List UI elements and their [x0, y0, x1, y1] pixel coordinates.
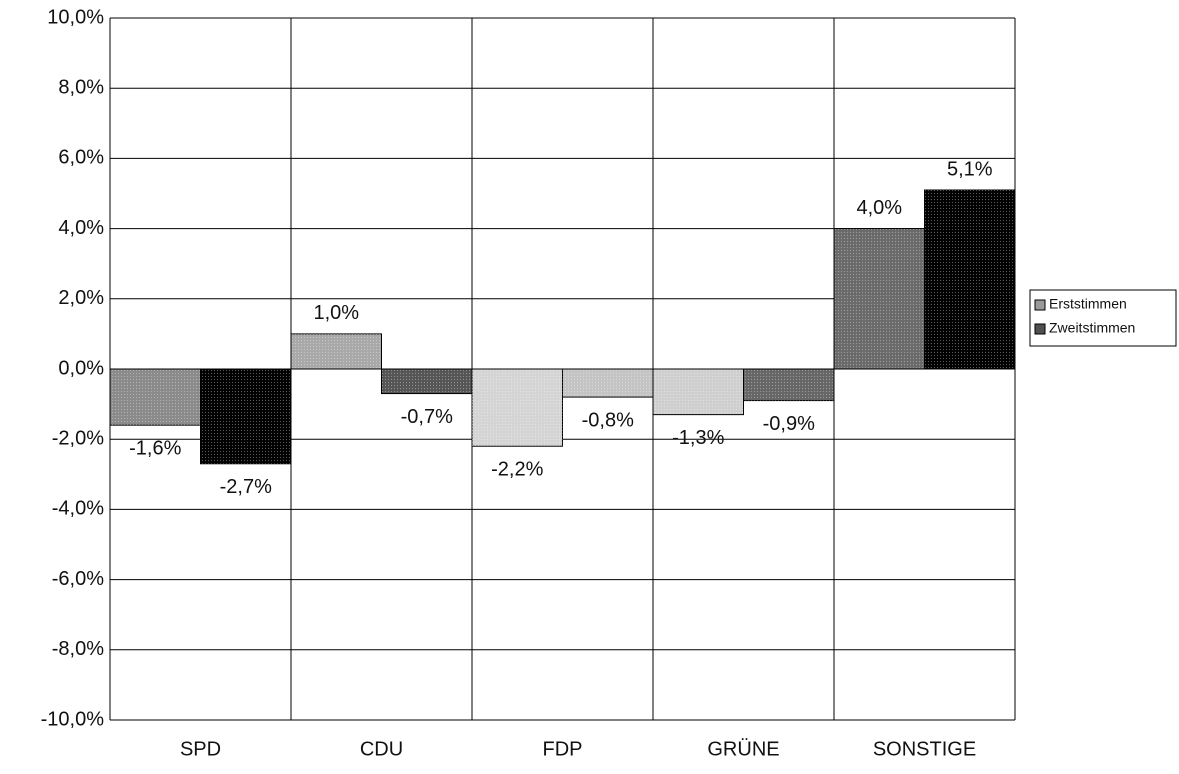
data-label: -1,6% [129, 437, 181, 459]
x-tick-label: GRÜNE [707, 738, 779, 760]
y-tick-label: 10,0% [47, 6, 104, 28]
legend-swatch [1034, 299, 1046, 311]
bar-texture [472, 369, 563, 447]
bar-texture [291, 333, 382, 369]
x-tick-label: CDU [360, 738, 403, 760]
bar-texture [924, 189, 1015, 369]
y-tick-label: 6,0% [58, 147, 104, 169]
legend-label: Erststimmen [1049, 296, 1127, 312]
y-tick-label: 4,0% [58, 217, 104, 239]
y-tick-label: -8,0% [52, 638, 104, 660]
x-tick-label: SPD [180, 738, 221, 760]
y-tick-label: -4,0% [52, 498, 104, 520]
bar-texture [562, 369, 653, 398]
bar-texture [834, 228, 925, 369]
x-tick-label: FDP [543, 738, 583, 760]
y-tick-label: -10,0% [41, 708, 105, 730]
y-tick-label: 0,0% [58, 357, 104, 379]
data-label: -0,8% [582, 409, 634, 431]
data-label: -0,9% [763, 413, 815, 435]
y-tick-label: -2,0% [52, 427, 104, 449]
data-label: -0,7% [401, 406, 453, 428]
y-tick-label: 8,0% [58, 76, 104, 98]
data-label: -2,7% [220, 476, 272, 498]
bar-texture [653, 369, 744, 415]
bar-texture [381, 369, 472, 394]
bar-texture [743, 369, 834, 401]
bar-texture [110, 369, 201, 426]
bar-texture [200, 369, 291, 464]
data-label: -1,3% [672, 427, 724, 449]
legend-swatch [1034, 323, 1046, 335]
legend-label: Zweitstimmen [1049, 320, 1135, 336]
x-tick-label: SONSTIGE [873, 738, 976, 760]
y-tick-label: 2,0% [58, 287, 104, 309]
data-label: 4,0% [856, 197, 902, 219]
data-label: 5,1% [947, 158, 993, 180]
y-tick-label: -6,0% [52, 568, 104, 590]
data-label: 1,0% [313, 302, 359, 324]
legend-box [1029, 289, 1177, 347]
data-label: -2,2% [491, 459, 543, 481]
